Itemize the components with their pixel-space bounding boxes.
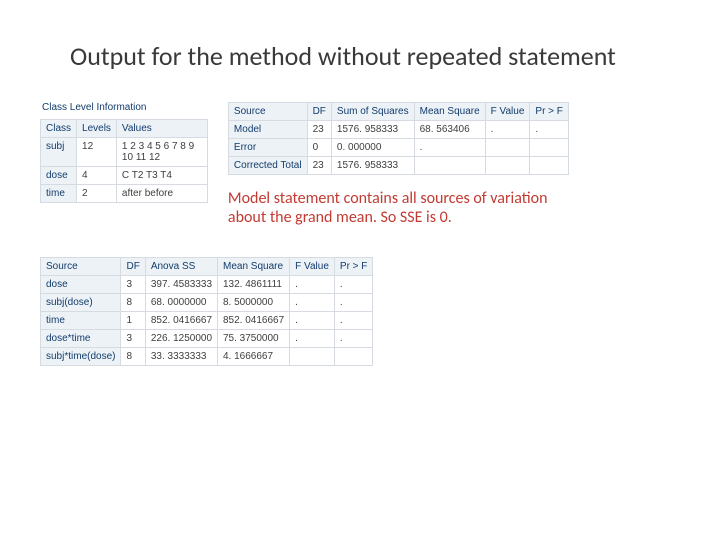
cell: 852. 0416667	[145, 312, 217, 330]
cell: 8	[121, 294, 145, 312]
cell	[485, 157, 530, 175]
cell: Error	[228, 139, 307, 157]
col-header: F Value	[485, 103, 530, 121]
cell: Model	[228, 121, 307, 139]
cell: 1	[121, 312, 145, 330]
cell: Corrected Total	[228, 157, 307, 175]
col-header: Anova SS	[145, 258, 217, 276]
cell: .	[290, 312, 335, 330]
anova1-table: Source DF Sum of Squares Mean Square F V…	[228, 102, 569, 175]
col-header: Pr > F	[334, 258, 373, 276]
cell	[334, 348, 373, 366]
cell: 8. 5000000	[218, 294, 290, 312]
col-header: Source	[228, 103, 307, 121]
cell: 23	[307, 121, 331, 139]
cell: .	[290, 276, 335, 294]
table-row: dose 4 C T2 T3 T4	[41, 167, 208, 185]
cell: subj*time(dose)	[41, 348, 121, 366]
cell: time	[41, 185, 77, 203]
cell: C T2 T3 T4	[116, 167, 207, 185]
cell: 68. 0000000	[145, 294, 217, 312]
cell: subj(dose)	[41, 294, 121, 312]
note-text: Model statement contains all sources of …	[228, 189, 548, 227]
cell: 12	[77, 138, 117, 167]
cell: 68. 563406	[414, 121, 485, 139]
class-level-caption: Class Level Information	[40, 102, 208, 113]
class-level-table: Class Levels Values subj 12 1 2 3 4 5 6 …	[40, 119, 208, 203]
cell: 132. 4861111	[218, 276, 290, 294]
table-row: dose 3 397. 4583333 132. 4861111 . .	[41, 276, 373, 294]
cell: .	[334, 312, 373, 330]
table-row: subj(dose) 8 68. 0000000 8. 5000000 . .	[41, 294, 373, 312]
cell: .	[530, 121, 569, 139]
cell: 1 2 3 4 5 6 7 8 9 10 11 12	[116, 138, 207, 167]
cell: dose	[41, 276, 121, 294]
col-header: F Value	[290, 258, 335, 276]
table-row: time 1 852. 0416667 852. 0416667 . .	[41, 312, 373, 330]
cell: dose*time	[41, 330, 121, 348]
cell: 75. 3750000	[218, 330, 290, 348]
page-title: Output for the method without repeated s…	[70, 40, 680, 72]
cell: .	[290, 330, 335, 348]
table-row: time 2 after before	[41, 185, 208, 203]
table-row: subj 12 1 2 3 4 5 6 7 8 9 10 11 12	[41, 138, 208, 167]
col-header: Sum of Squares	[331, 103, 414, 121]
anova2-table: Source DF Anova SS Mean Square F Value P…	[40, 257, 373, 366]
col-header: Values	[116, 120, 207, 138]
col-header: Levels	[77, 120, 117, 138]
col-header: Class	[41, 120, 77, 138]
top-row: Class Level Information Class Levels Val…	[40, 102, 680, 227]
cell: time	[41, 312, 121, 330]
cell: 2	[77, 185, 117, 203]
cell: 3	[121, 276, 145, 294]
class-level-block: Class Level Information Class Levels Val…	[40, 102, 208, 203]
col-header: Mean Square	[414, 103, 485, 121]
cell: subj	[41, 138, 77, 167]
cell	[530, 139, 569, 157]
col-header: DF	[121, 258, 145, 276]
table-row: Corrected Total 23 1576. 958333	[228, 157, 568, 175]
cell: 33. 3333333	[145, 348, 217, 366]
cell	[485, 139, 530, 157]
table-header-row: Class Levels Values	[41, 120, 208, 138]
cell: 226. 1250000	[145, 330, 217, 348]
cell: .	[334, 276, 373, 294]
cell: 3	[121, 330, 145, 348]
table-row: Error 0 0. 000000 .	[228, 139, 568, 157]
cell	[290, 348, 335, 366]
cell: 4	[77, 167, 117, 185]
table-header-row: Source DF Sum of Squares Mean Square F V…	[228, 103, 568, 121]
table-row: dose*time 3 226. 1250000 75. 3750000 . .	[41, 330, 373, 348]
cell: .	[414, 139, 485, 157]
table-row: subj*time(dose) 8 33. 3333333 4. 1666667	[41, 348, 373, 366]
anova1-block: Source DF Sum of Squares Mean Square F V…	[228, 102, 569, 227]
cell: 852. 0416667	[218, 312, 290, 330]
cell	[414, 157, 485, 175]
cell: after before	[116, 185, 207, 203]
cell: 0	[307, 139, 331, 157]
cell: dose	[41, 167, 77, 185]
cell: 4. 1666667	[218, 348, 290, 366]
col-header: Source	[41, 258, 121, 276]
cell: 23	[307, 157, 331, 175]
cell: 1576. 958333	[331, 157, 414, 175]
cell: 8	[121, 348, 145, 366]
col-header: Mean Square	[218, 258, 290, 276]
cell: 0. 000000	[331, 139, 414, 157]
col-header: Pr > F	[530, 103, 569, 121]
table-header-row: Source DF Anova SS Mean Square F Value P…	[41, 258, 373, 276]
cell: 397. 4583333	[145, 276, 217, 294]
cell: 1576. 958333	[331, 121, 414, 139]
col-header: DF	[307, 103, 331, 121]
table-row: Model 23 1576. 958333 68. 563406 . .	[228, 121, 568, 139]
cell: .	[334, 330, 373, 348]
cell: .	[290, 294, 335, 312]
cell: .	[334, 294, 373, 312]
cell: .	[485, 121, 530, 139]
cell	[530, 157, 569, 175]
